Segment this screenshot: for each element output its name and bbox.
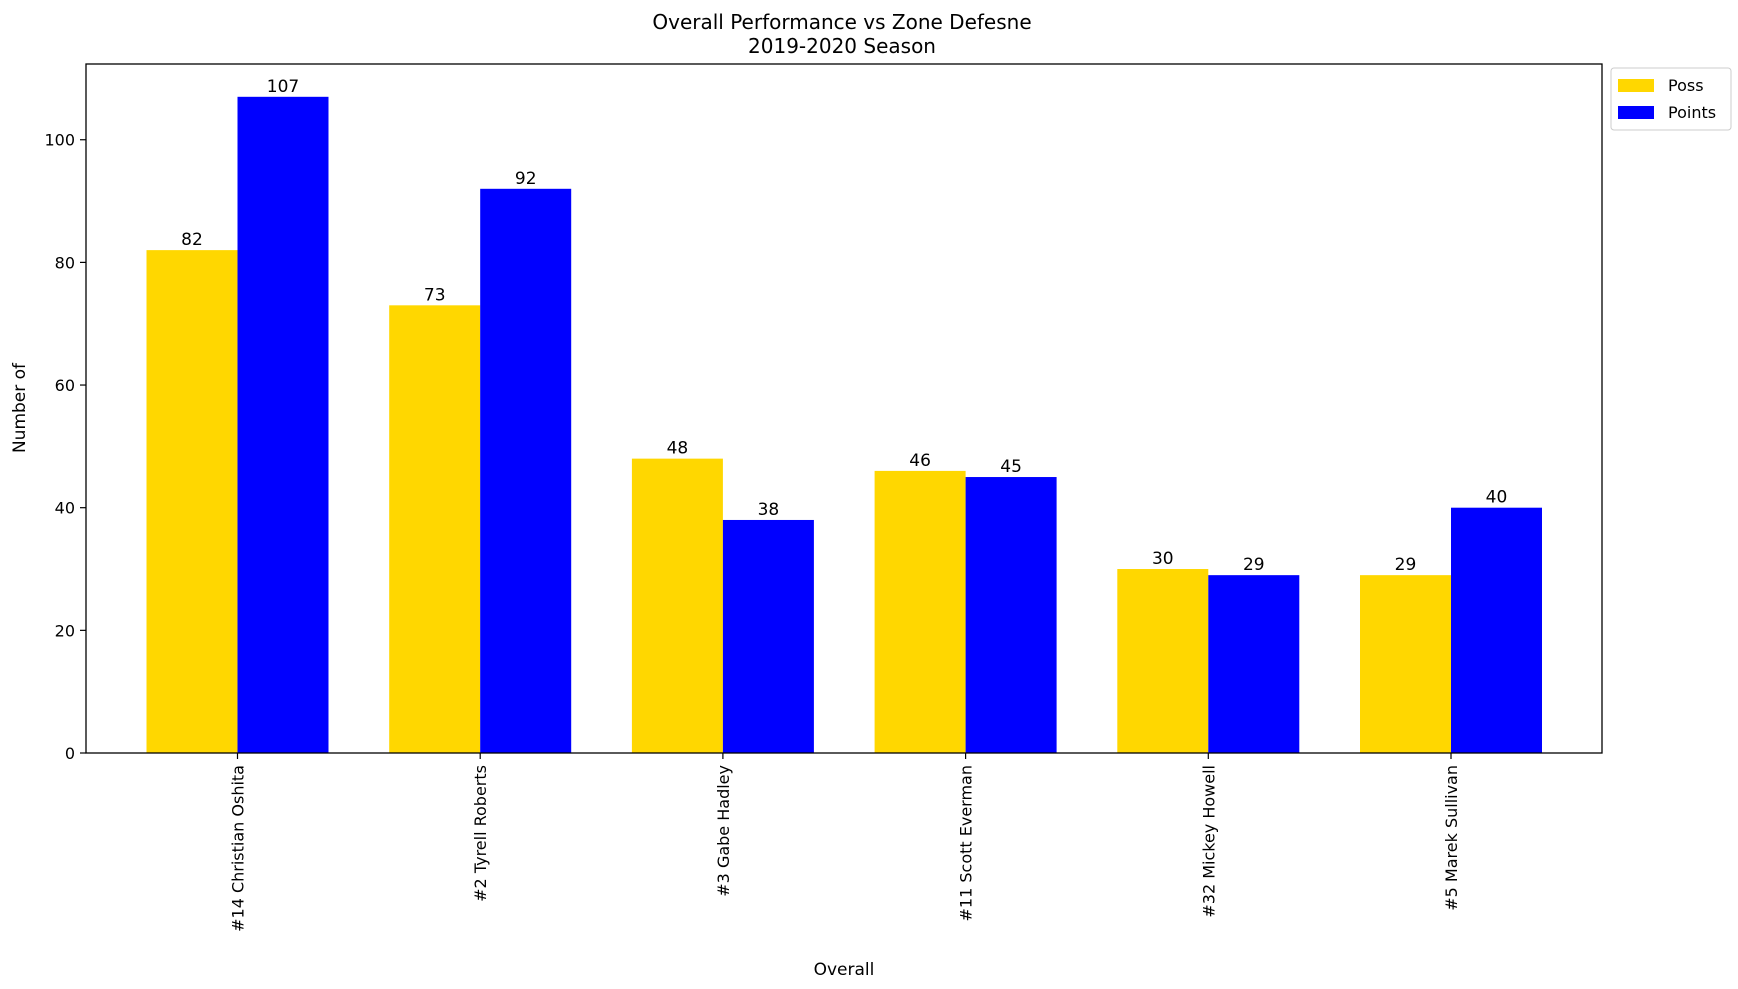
data-label-poss-1: 73 (424, 285, 446, 305)
data-labels-group: 82 107 73 92 48 38 46 45 30 29 29 40 (181, 77, 1507, 575)
bar-points-1 (480, 188, 572, 754)
legend: Poss Points (1610, 67, 1732, 131)
bar-points-0 (237, 96, 329, 754)
y-tick-label-4: 80 (55, 253, 75, 272)
bar-points-3 (965, 477, 1057, 753)
y-axis: 0 20 40 60 80 100 (44, 131, 86, 763)
chart-subtitle: 2019-2020 Season (748, 34, 936, 58)
x-tick-label-3: #11 Scott Everman (957, 765, 976, 921)
legend-swatch-points (1618, 106, 1654, 119)
y-tick-label-0: 0 (65, 744, 75, 763)
x-tick-label-4: #32 Mickey Howell (1199, 765, 1218, 918)
bar-poss-5 (1360, 575, 1451, 753)
data-label-poss-2: 48 (667, 439, 689, 459)
chart-title: Overall Performance vs Zone Defesne (652, 10, 1031, 34)
bar-poss-2 (631, 458, 723, 753)
legend-swatch-poss (1618, 79, 1654, 92)
data-label-points-1: 92 (515, 169, 537, 189)
y-tick-label-3: 60 (55, 376, 75, 395)
data-label-poss-4: 30 (1152, 549, 1174, 569)
x-axis-label: Overall (814, 960, 875, 980)
bar-poss-4 (1117, 569, 1209, 753)
x-tick-label-1: #2 Tyrell Roberts (471, 765, 490, 902)
x-tick-label-2: #3 Gabe Hadley (714, 765, 733, 897)
y-axis-label: Number of (10, 362, 30, 453)
bar-points-2 (722, 519, 814, 753)
data-label-points-4: 29 (1243, 555, 1265, 575)
x-tick-label-5: #5 Marek Sullivan (1442, 765, 1461, 911)
bars-group (146, 96, 1542, 754)
y-tick-label-1: 20 (55, 621, 75, 640)
bar-poss-3 (874, 470, 966, 753)
data-label-poss-3: 46 (909, 451, 931, 471)
legend-label-points: Points (1668, 103, 1716, 122)
data-label-points-0: 107 (267, 77, 299, 97)
y-tick-label-5: 100 (44, 131, 75, 150)
data-label-poss-5: 29 (1395, 555, 1417, 575)
bar-poss-1 (389, 305, 481, 753)
data-label-points-2: 38 (758, 500, 780, 520)
data-label-points-5: 40 (1486, 488, 1508, 508)
bar-poss-0 (146, 250, 238, 753)
data-label-points-3: 45 (1000, 457, 1022, 477)
legend-label-poss: Poss (1668, 76, 1704, 95)
x-tick-label-0: #14 Christian Oshita (229, 765, 248, 932)
y-tick-label-2: 40 (55, 499, 75, 518)
x-axis: #14 Christian Oshita #2 Tyrell Roberts #3 … (229, 753, 1461, 932)
plot-frame (85, 63, 1603, 754)
bar-points-4 (1208, 575, 1300, 753)
data-label-poss-0: 82 (181, 230, 203, 250)
bar-points-5 (1451, 507, 1542, 753)
